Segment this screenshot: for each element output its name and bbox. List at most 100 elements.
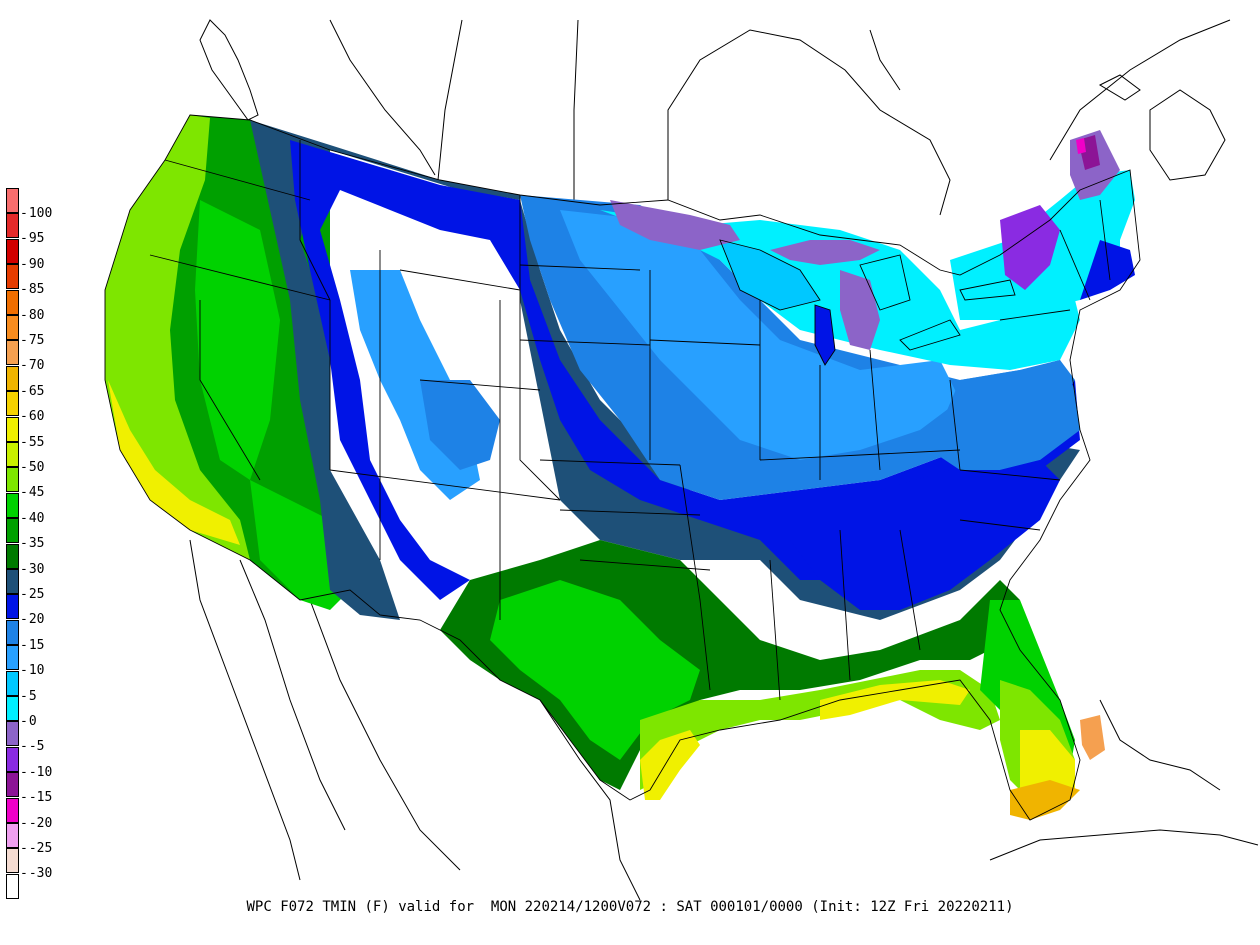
region-new-england-blue — [1080, 240, 1135, 300]
region-rockies-blue — [290, 140, 1080, 600]
legend-swatch — [6, 772, 19, 798]
border-ia — [649, 339, 761, 346]
legend-swatch — [6, 543, 19, 569]
legend-label: -25 — [20, 842, 52, 855]
region-socal-yellow — [108, 380, 240, 545]
lake-michigan-outline — [814, 304, 836, 366]
legend-swatch — [6, 569, 19, 594]
region-nevada-light — [195, 200, 280, 480]
legend-label: 65 — [20, 385, 45, 398]
border-mb-on — [573, 19, 579, 200]
legend-label: 85 — [20, 283, 45, 296]
state-boundaries — [104, 114, 1141, 821]
lake-superior-outline — [719, 239, 821, 311]
lake-ontario-outline — [959, 279, 1016, 301]
border-sk-mb — [437, 19, 463, 181]
legend-label: 50 — [20, 461, 45, 474]
basemap-outlines — [189, 19, 1259, 901]
legend-label: 30 — [20, 563, 45, 576]
legend-label: 55 — [20, 436, 45, 449]
tmin-field — [105, 115, 1135, 820]
border-va-nc — [959, 469, 1061, 481]
region-keys-orange — [1080, 715, 1105, 760]
legend-swatch — [6, 391, 19, 417]
region-rockies-navy — [250, 120, 1080, 620]
legend-swatch — [6, 492, 19, 518]
region-lower-michigan-purple — [840, 270, 880, 350]
border-ga — [899, 529, 921, 651]
legend-swatch — [6, 721, 19, 747]
border-wy-mt — [399, 269, 521, 291]
border-ok-tx — [579, 559, 711, 571]
border-ms — [769, 559, 781, 701]
border-id — [299, 140, 331, 301]
border-or-ca — [149, 254, 331, 301]
border-nc-sc — [959, 519, 1041, 531]
border-in-oh — [869, 349, 881, 471]
region-upper-michigan-purple — [610, 200, 740, 250]
coastline-bc — [199, 19, 259, 121]
legend-label: 10 — [20, 664, 45, 677]
legend-swatch — [6, 746, 19, 772]
bahamas — [1099, 699, 1221, 791]
legend-swatch — [6, 340, 19, 366]
mexico-pacific — [309, 599, 461, 871]
legend-label: 25 — [20, 588, 45, 601]
legend-swatch — [6, 823, 19, 848]
legend-swatch — [6, 594, 19, 620]
conus-outline — [104, 114, 1141, 821]
legend-swatch — [6, 645, 19, 671]
legend-label: 5 — [20, 690, 37, 703]
map-caption: WPC F072 TMIN (F) valid for MON 220214/1… — [246, 899, 1014, 915]
region-panhandle-yellow — [820, 680, 970, 720]
lake-huron-outline — [859, 254, 911, 311]
legend-label: -30 — [20, 867, 52, 880]
legend-swatch — [6, 696, 19, 721]
legend-swatch — [6, 213, 19, 239]
legend-label: 20 — [20, 613, 45, 626]
legend-swatch — [6, 264, 19, 290]
legend-label: -15 — [20, 791, 52, 804]
region-lake-superior-purple — [770, 240, 880, 265]
legend-label: -5 — [20, 740, 45, 753]
legend-swatch — [6, 315, 19, 340]
region-southwest-green — [250, 480, 350, 610]
border-al — [839, 529, 851, 681]
border-sd-ne — [519, 339, 651, 346]
cuba — [989, 829, 1259, 861]
labrador-coast — [1049, 19, 1231, 161]
legend-label: 15 — [20, 639, 45, 652]
legend-swatch — [6, 797, 19, 823]
border-mo-ar-la — [679, 464, 711, 691]
legend-swatch — [6, 467, 19, 493]
legend-swatch — [6, 188, 19, 213]
legend-swatch — [6, 619, 19, 645]
hudson-bay-inner — [869, 29, 901, 91]
region-ny-purple — [1000, 205, 1060, 290]
region-colorado-lightblue — [420, 380, 500, 470]
region-southeast-blue — [780, 460, 1060, 610]
legend-swatch — [6, 670, 19, 696]
region-south-florida-orange — [1010, 780, 1080, 820]
newfoundland — [1149, 89, 1226, 181]
border-ca-nv — [199, 300, 261, 481]
legend-swatch — [6, 442, 19, 467]
border-nh-me — [1099, 199, 1111, 281]
mexico-gulf — [539, 699, 641, 901]
border-ks-ok — [559, 509, 701, 516]
legend-label: 60 — [20, 410, 45, 423]
border-wv — [949, 379, 961, 471]
legend-swatch — [6, 238, 19, 264]
legend-label: 0 — [20, 715, 37, 728]
border-ny-vt — [1059, 229, 1091, 301]
hudson-coast — [667, 29, 951, 216]
region-texas-lightgreen — [490, 580, 700, 760]
legend-swatch — [6, 518, 19, 544]
border-ky-tn — [759, 449, 961, 461]
legend-label: 35 — [20, 537, 45, 550]
region-lake-michigan-blue — [815, 305, 835, 365]
border-dakotas — [519, 195, 561, 501]
legend-label: 75 — [20, 334, 45, 347]
